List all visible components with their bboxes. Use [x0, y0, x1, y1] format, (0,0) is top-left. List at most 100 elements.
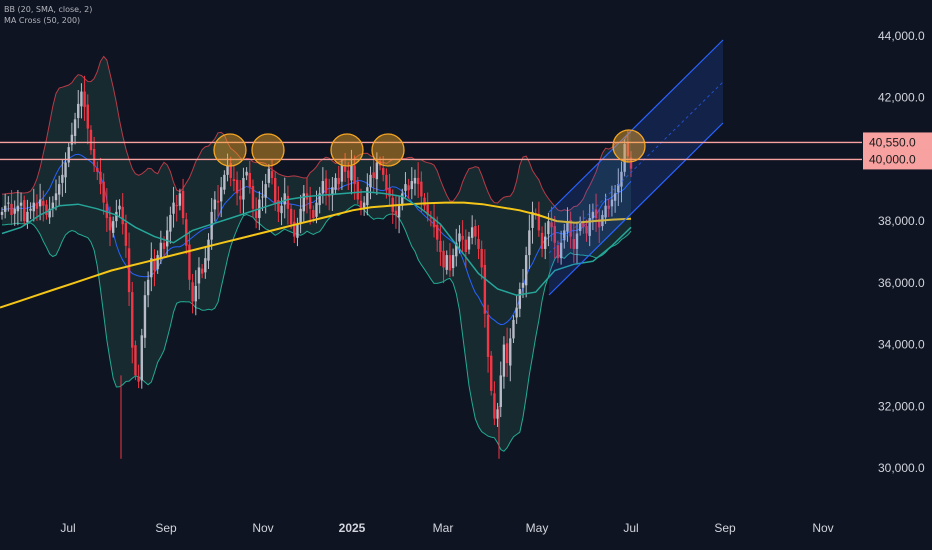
x-tick-label: 2025 — [339, 521, 366, 535]
candle-body — [200, 268, 204, 274]
candle-body — [188, 244, 191, 280]
regression-channel — [548, 39, 724, 296]
candle-body — [242, 177, 245, 200]
candle-body — [502, 344, 506, 377]
candle-body — [232, 179, 236, 182]
candle-body — [86, 104, 89, 129]
x-tick-label: Sep — [714, 521, 736, 535]
candle-body — [610, 199, 614, 207]
candle-body — [267, 168, 271, 183]
candle-body — [83, 91, 86, 107]
candle-body — [467, 236, 471, 250]
candle-body — [598, 219, 601, 228]
candle-body — [451, 255, 455, 269]
candle-body — [16, 205, 20, 212]
candle-body — [343, 166, 347, 172]
candle-body — [420, 181, 423, 197]
resistance-circle — [251, 133, 285, 167]
candle-body — [540, 232, 544, 249]
candle-body — [483, 264, 487, 314]
candle-body — [458, 233, 461, 242]
candle-body — [23, 200, 26, 222]
candle-body — [7, 202, 10, 204]
indicator-legend: BB (20, SMA, close, 2) MA Cross (50, 200… — [4, 4, 92, 26]
bb-fill — [2, 56, 631, 452]
candle-body — [115, 211, 118, 222]
price-tag — [863, 132, 932, 153]
candle-body — [464, 239, 468, 252]
candle-body — [140, 335, 143, 381]
candle-body — [442, 250, 445, 268]
candle-body — [353, 165, 356, 185]
candle-body — [35, 202, 39, 209]
candle-body — [172, 202, 175, 214]
resistance-circle — [371, 133, 405, 167]
candle-body — [127, 248, 131, 293]
candle-body — [521, 282, 525, 288]
candle-body — [156, 255, 159, 270]
candle-body — [445, 255, 448, 270]
candle-body — [515, 307, 518, 318]
candle-body — [563, 230, 566, 241]
moving-averages — [0, 191, 632, 309]
candle-body — [509, 338, 512, 366]
candle-body — [416, 177, 420, 185]
ma-legend-label[interactable]: MA Cross (50, 200) — [4, 16, 81, 25]
candle-body — [512, 319, 515, 339]
candle-body — [102, 181, 105, 203]
candle-body — [29, 208, 32, 211]
candle-body — [99, 171, 102, 185]
candle-body — [337, 177, 340, 185]
candle-body — [629, 157, 633, 169]
candle-body — [124, 222, 128, 246]
candle-body — [296, 224, 299, 238]
candle-body — [137, 376, 140, 382]
y-tick-label: 36,000.0 — [878, 276, 925, 290]
candle-body — [591, 211, 595, 219]
candle-body — [32, 202, 35, 212]
x-tick-label: May — [526, 521, 549, 535]
candle-body — [626, 141, 630, 157]
candle-body — [293, 221, 296, 237]
candle-body — [239, 195, 242, 200]
resistance-circle — [213, 133, 247, 167]
candle-body — [70, 134, 74, 145]
candle-body — [57, 184, 61, 195]
candle-body — [556, 245, 560, 259]
candle-body — [524, 255, 528, 286]
candle-body — [572, 239, 576, 249]
candle-body — [213, 199, 217, 210]
candle-body — [204, 258, 207, 273]
candle-body — [219, 187, 223, 202]
bb-legend-label[interactable]: BB (20, SMA, close, 2) — [4, 5, 93, 14]
candle-body — [350, 165, 353, 181]
candle-body — [150, 258, 153, 278]
bollinger-bands — [1, 55, 632, 452]
candle-body — [270, 171, 274, 178]
candle-body — [461, 235, 464, 240]
candle-body — [175, 205, 178, 207]
candle-body — [455, 242, 458, 257]
candle-body — [318, 193, 321, 206]
candle-body — [362, 202, 366, 208]
candle-body — [64, 162, 67, 178]
candle-body — [623, 144, 626, 172]
candle-body — [613, 193, 617, 201]
candle-body — [397, 205, 401, 218]
candle-body — [42, 200, 45, 206]
candle-body — [274, 177, 277, 203]
x-tick-label: Jul — [623, 521, 638, 535]
candle-body — [477, 239, 480, 249]
x-tick-label: Nov — [252, 521, 273, 535]
x-tick-label: Sep — [155, 521, 177, 535]
candle-body — [578, 221, 582, 232]
candle-body — [569, 219, 572, 237]
candle-body — [118, 205, 121, 210]
candle-body — [210, 211, 213, 240]
candle-body — [607, 205, 610, 209]
candle-body — [13, 208, 16, 214]
candle-body — [77, 103, 80, 119]
candle-body — [111, 221, 115, 233]
